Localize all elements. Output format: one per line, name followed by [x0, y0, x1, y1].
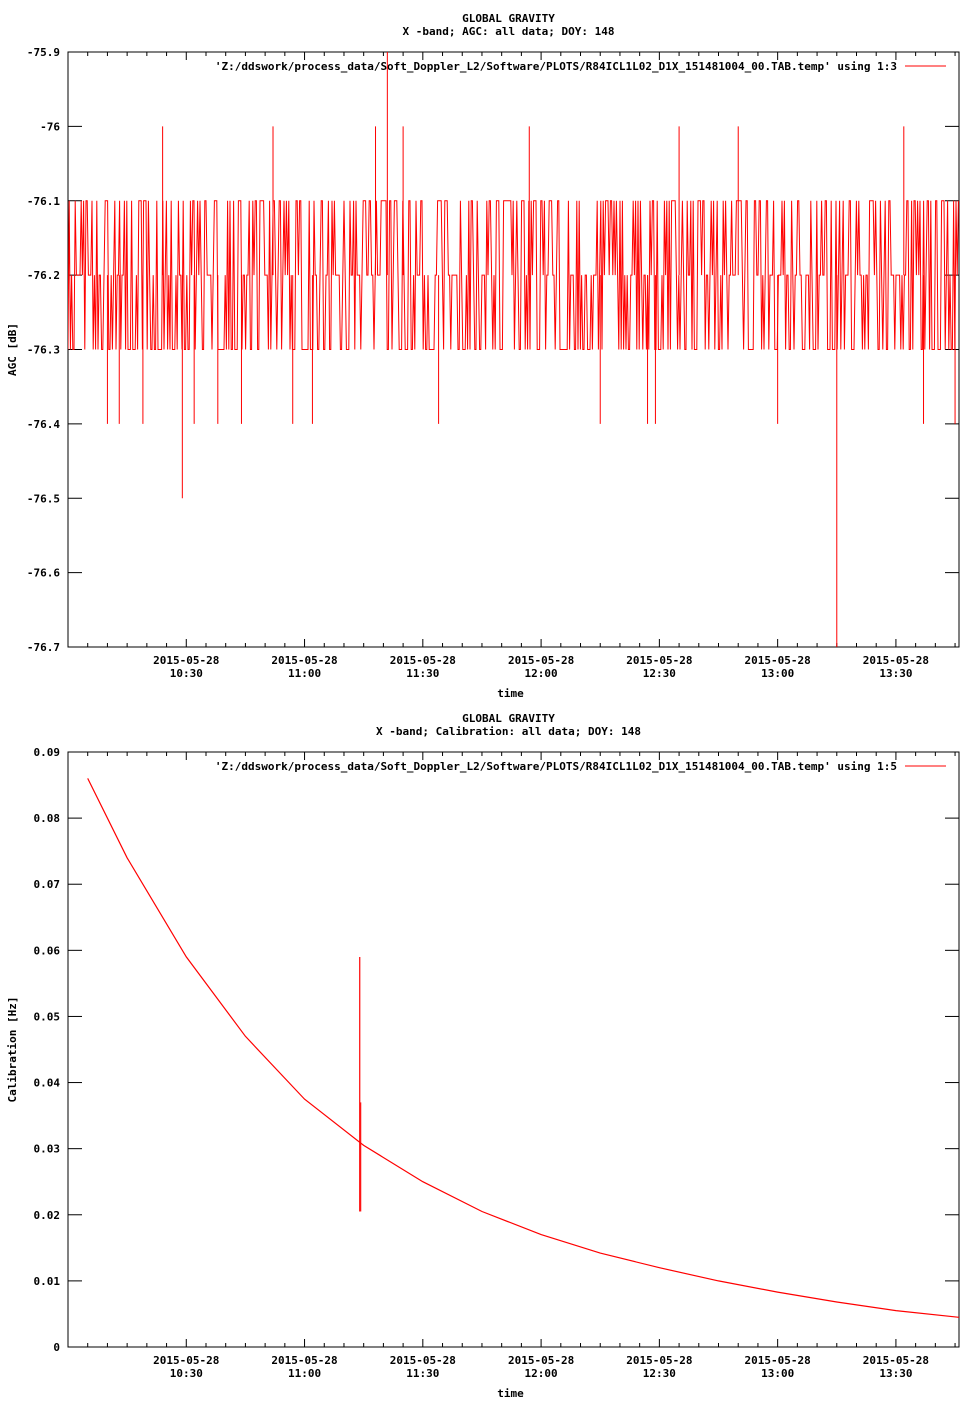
series-line-calibration — [87, 778, 959, 1318]
x-tick-time: 11:30 — [406, 667, 439, 680]
chart-subtitle: X -band; Calibration: all data; DOY: 148 — [376, 725, 641, 738]
y-tick-label: -76.1 — [27, 195, 60, 208]
x-tick-date: 2015-05-28 — [626, 654, 692, 667]
x-tick-date: 2015-05-28 — [863, 654, 929, 667]
y-tick-label: -76.5 — [27, 492, 60, 505]
x-tick-time: 13:30 — [879, 667, 912, 680]
y-tick-label: 0.09 — [34, 746, 61, 759]
plot-frame — [67, 51, 960, 648]
x-tick-date: 2015-05-28 — [153, 654, 219, 667]
x-tick-date: 2015-05-28 — [745, 1354, 811, 1367]
y-tick-label: -76.6 — [27, 567, 60, 580]
y-tick-label: -75.9 — [27, 46, 60, 59]
x-tick-time: 13:00 — [761, 667, 794, 680]
x-tick-date: 2015-05-28 — [626, 1354, 692, 1367]
y-tick-label: -76.7 — [27, 641, 60, 654]
x-tick-time: 11:30 — [406, 1367, 439, 1380]
x-tick-date: 2015-05-28 — [271, 1354, 337, 1367]
x-tick-time: 10:30 — [170, 1367, 203, 1380]
y-tick-label: 0.06 — [34, 944, 61, 957]
legend-label: 'Z:/ddswork/process_data/Soft_Doppler_L2… — [215, 760, 897, 773]
x-tick-time: 12:30 — [643, 667, 676, 680]
x-tick-date: 2015-05-28 — [390, 654, 456, 667]
chart-subtitle: X -band; AGC: all data; DOY: 148 — [403, 25, 615, 38]
y-tick-label: 0.07 — [34, 878, 61, 891]
x-axis-label: time — [497, 687, 524, 700]
x-tick-date: 2015-05-28 — [271, 654, 337, 667]
y-tick-label: 0.05 — [34, 1010, 61, 1023]
y-tick-label: -76 — [40, 120, 60, 133]
x-tick-date: 2015-05-28 — [508, 654, 574, 667]
y-axis-label: AGC [dB] — [6, 323, 19, 376]
y-tick-label: -76.3 — [27, 344, 60, 357]
x-axis-label: time — [497, 1387, 524, 1400]
plot-frame — [67, 751, 960, 1348]
x-tick-time: 12:00 — [525, 1367, 558, 1380]
x-tick-date: 2015-05-28 — [390, 1354, 456, 1367]
chart-title: GLOBAL GRAVITY — [462, 12, 555, 25]
series-line-agc — [68, 200, 959, 350]
x-tick-time: 10:30 — [170, 667, 203, 680]
x-tick-date: 2015-05-28 — [863, 1354, 929, 1367]
y-tick-label: 0.02 — [34, 1209, 61, 1222]
x-tick-time: 11:00 — [288, 1367, 321, 1380]
x-tick-date: 2015-05-28 — [153, 1354, 219, 1367]
y-tick-label: 0.08 — [34, 812, 61, 825]
chart-title: GLOBAL GRAVITY — [462, 712, 555, 725]
y-tick-label: -76.2 — [27, 269, 60, 282]
x-tick-time: 11:00 — [288, 667, 321, 680]
x-tick-time: 12:00 — [525, 667, 558, 680]
y-tick-label: 0.04 — [34, 1077, 61, 1090]
x-tick-date: 2015-05-28 — [745, 654, 811, 667]
y-tick-label: 0.03 — [34, 1143, 61, 1156]
y-axis-label: Calibration [Hz] — [6, 997, 19, 1103]
x-tick-time: 12:30 — [643, 1367, 676, 1380]
x-tick-time: 13:30 — [879, 1367, 912, 1380]
y-tick-label: 0.01 — [34, 1275, 61, 1288]
y-tick-label: -76.4 — [27, 418, 60, 431]
x-tick-date: 2015-05-28 — [508, 1354, 574, 1367]
legend-label: 'Z:/ddswork/process_data/Soft_Doppler_L2… — [215, 60, 897, 73]
x-tick-time: 13:00 — [761, 1367, 794, 1380]
y-tick-label: 0 — [53, 1341, 60, 1354]
